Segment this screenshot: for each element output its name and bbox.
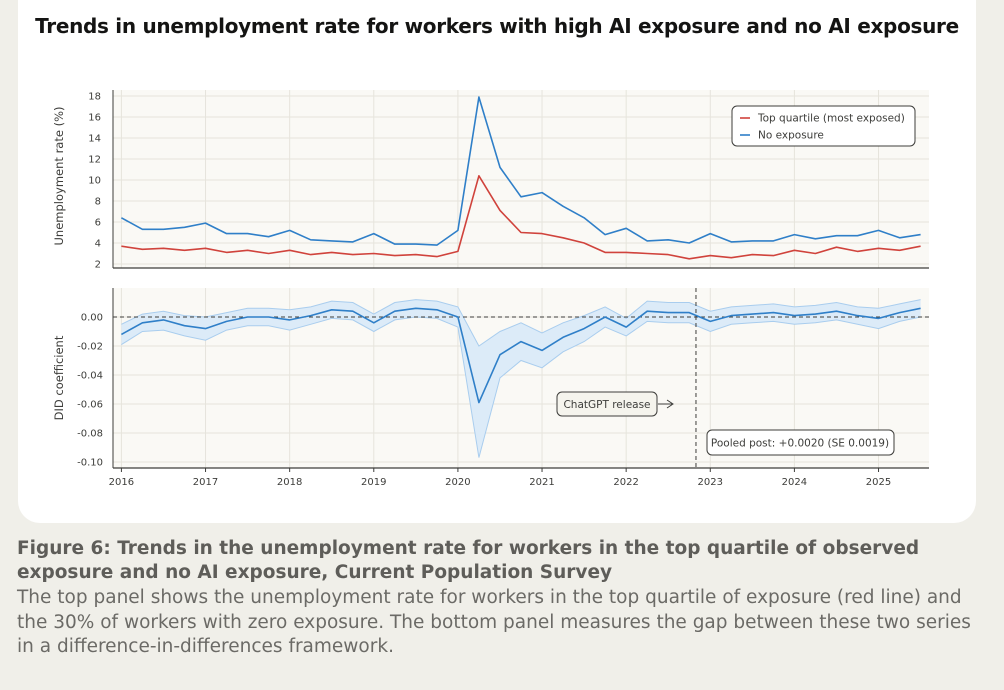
top-y-tick-label: 18: [88, 92, 101, 103]
legend-label: No exposure: [758, 130, 824, 142]
bottom-y-tick-label: -0.10: [77, 458, 103, 469]
bottom-y-tick-label: 0.00: [81, 313, 103, 324]
top-y-tick-label: 16: [88, 113, 101, 124]
chart-title: Trends in unemployment rate for workers …: [35, 14, 959, 38]
top-y-tick-label: 12: [88, 155, 101, 166]
bottom-y-tick-label: -0.04: [77, 371, 103, 382]
top-y-tick-label: 10: [88, 176, 101, 187]
figure-caption: Figure 6: Trends in the unemployment rat…: [17, 537, 987, 660]
bottom-y-tick-label: -0.06: [77, 400, 103, 411]
series-line-did: [121, 307, 921, 404]
pooled-annotation: Pooled post: +0.0020 (SE 0.0019): [711, 438, 889, 450]
x-tick-label: 2019: [361, 477, 386, 488]
x-tick-label: 2023: [698, 477, 723, 488]
caption-title: Figure 6: Trends in the unemployment rat…: [17, 538, 920, 583]
confidence-band-lower: [121, 316, 921, 458]
event-label: ChatGPT release: [563, 399, 650, 411]
x-tick-label: 2017: [193, 477, 218, 488]
top-y-axis-label: Unemployment rate (%): [52, 107, 66, 246]
event-label-box: [556, 391, 658, 417]
chart-canvas: 2 4 6 8 10 12 14 16 18 Unemployment rate (%) Top q…: [52, 90, 929, 488]
x-tick-label: 2020: [445, 477, 470, 488]
x-tick-label: 2018: [277, 477, 302, 488]
confidence-band-upper: [121, 299, 921, 347]
x-tick-label: 2021: [529, 477, 554, 488]
top-y-tick-label: 4: [95, 239, 101, 250]
caption-body: The top panel shows the unemployment rat…: [17, 587, 971, 657]
x-tick-label: 2022: [613, 477, 638, 488]
top-y-tick-label: 14: [88, 134, 101, 145]
pooled-annotation-box: [706, 429, 895, 456]
event-arrow-head: [666, 399, 674, 409]
legend-box: [731, 105, 916, 147]
bottom-y-tick-label: -0.08: [77, 429, 103, 440]
x-tick-label: 2024: [782, 477, 807, 488]
confidence-band: [121, 299, 921, 458]
top-y-tick-label: 2: [95, 260, 101, 271]
figure-card: Trends in unemployment rate for workers …: [18, 0, 976, 523]
top-y-tick-label: 8: [95, 197, 101, 208]
legend-label: Top quartile (most exposed): [757, 113, 905, 125]
x-tick-label: 2025: [866, 477, 891, 488]
x-tick-label: 2016: [109, 477, 134, 488]
bottom-y-axis-label: DID coefficient: [52, 335, 66, 420]
bottom-y-tick-label: -0.02: [77, 342, 103, 353]
top-y-tick-label: 6: [95, 218, 101, 229]
